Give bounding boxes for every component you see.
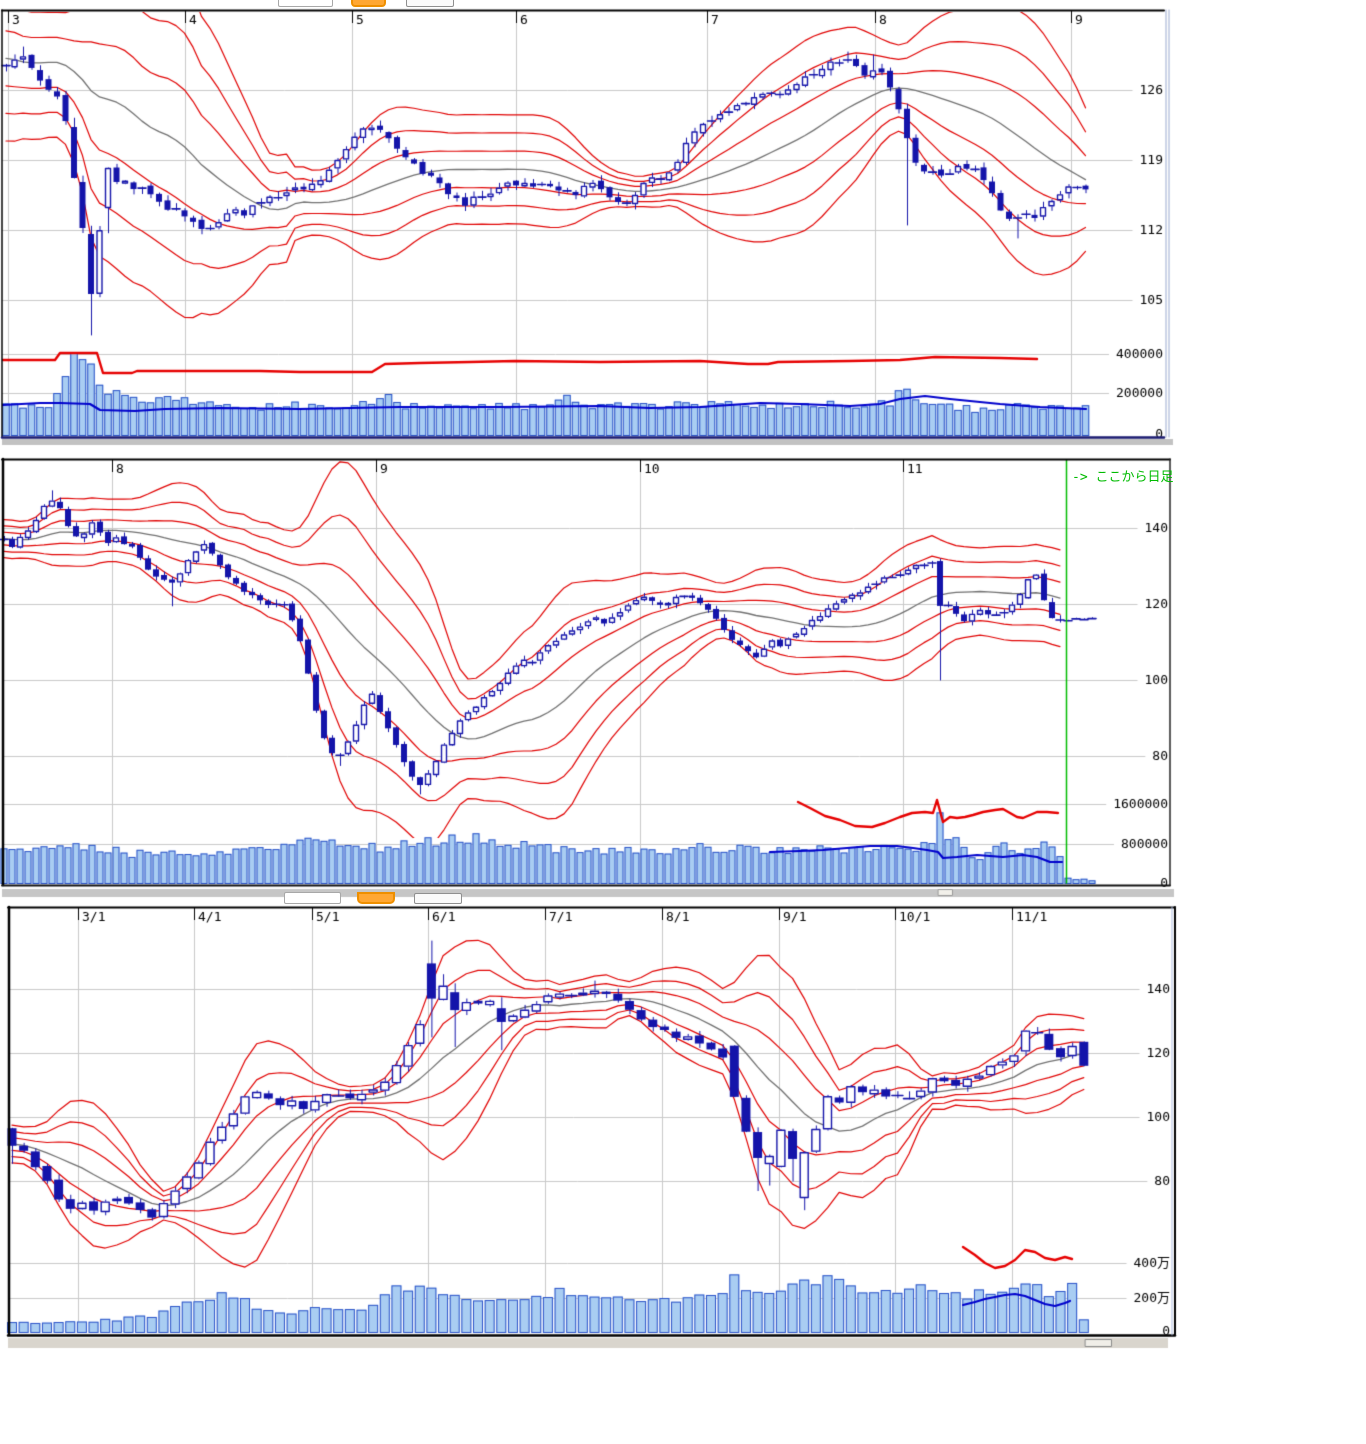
toolbar-input-fragment-mid[interactable] bbox=[284, 892, 341, 904]
toolbar-orange-button-fragment-mid[interactable] bbox=[357, 892, 395, 904]
toolbar-orange-button-fragment-top[interactable] bbox=[351, 0, 386, 7]
chart-2-canvas bbox=[0, 452, 1200, 900]
chart-1-canvas bbox=[0, 0, 1200, 452]
h-scrollbar-thumb-chart2[interactable] bbox=[938, 889, 953, 896]
toolbar-gray-button-fragment-mid[interactable] bbox=[414, 893, 462, 904]
toolbar-gray-button-fragment-top[interactable] bbox=[406, 0, 454, 7]
h-scrollbar-thumb-chart3[interactable] bbox=[1085, 1339, 1112, 1347]
chart-3-canvas bbox=[0, 900, 1200, 1360]
daily-annotation: -> ここから日足 bbox=[1072, 470, 1174, 485]
toolbar-input-fragment-top[interactable] bbox=[278, 0, 333, 7]
